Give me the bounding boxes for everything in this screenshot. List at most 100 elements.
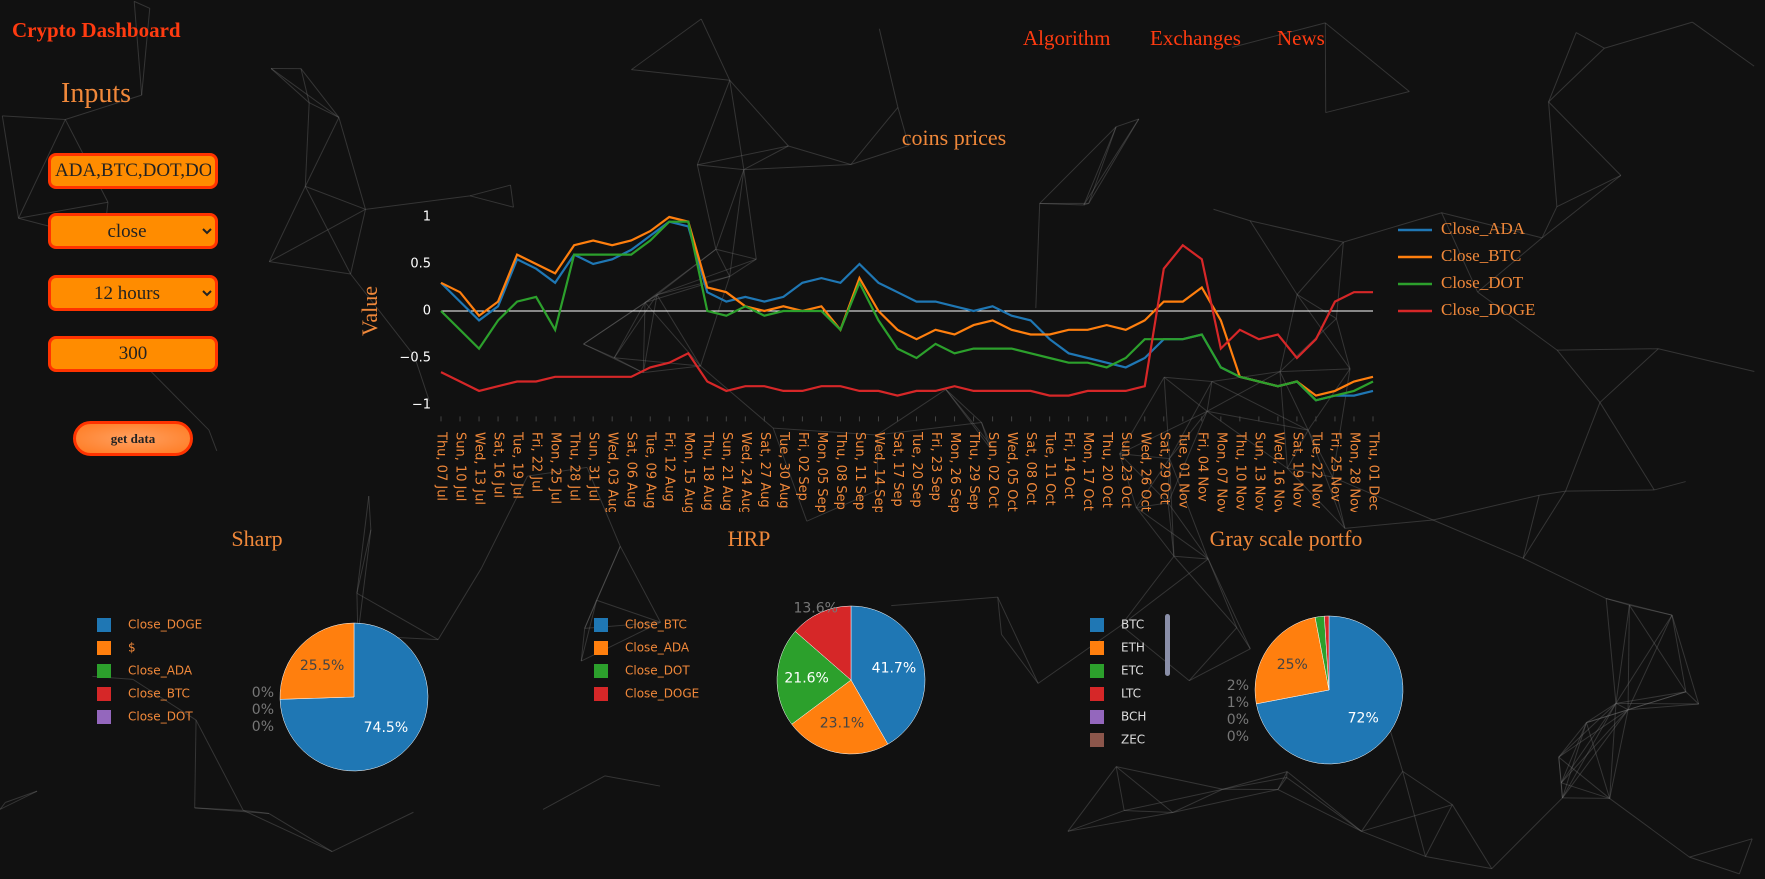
pie-slice bbox=[1256, 615, 1404, 765]
network-line bbox=[1207, 410, 1309, 431]
network-line bbox=[1335, 318, 1351, 369]
network-line bbox=[350, 273, 415, 357]
pie-slice bbox=[1324, 615, 1330, 691]
network-line bbox=[1689, 856, 1740, 875]
network-line bbox=[989, 445, 992, 448]
network-line bbox=[1067, 810, 1125, 832]
network-line bbox=[1169, 458, 1209, 560]
network-line bbox=[194, 807, 270, 815]
legend-label: Close_DOT bbox=[625, 664, 690, 678]
nav-link[interactable]: News bbox=[1277, 26, 1325, 50]
price-select[interactable]: close bbox=[48, 213, 218, 249]
network-line bbox=[1627, 614, 1673, 710]
x-tick-label: Wed, 16 Nov bbox=[1270, 432, 1285, 515]
series-line bbox=[440, 220, 1374, 402]
network-line bbox=[1307, 429, 1334, 478]
x-tick-label: Mon, 05 Sep bbox=[814, 432, 829, 513]
network-line bbox=[696, 80, 731, 166]
chart-title: HRP bbox=[728, 526, 771, 551]
network-line bbox=[729, 169, 745, 277]
slice-label: 23.1% bbox=[820, 715, 864, 731]
network-line bbox=[1615, 702, 1629, 711]
x-tick-label: Tue, 22 Nov bbox=[1308, 431, 1323, 509]
network-line bbox=[1119, 453, 1170, 460]
network-line bbox=[1477, 237, 1543, 293]
interval-select[interactable]: 12 hours bbox=[48, 275, 218, 311]
network-line bbox=[1307, 368, 1351, 431]
network-line bbox=[1088, 118, 1140, 204]
network-line bbox=[1279, 368, 1351, 373]
network-line bbox=[1286, 467, 1346, 529]
network-line bbox=[1124, 788, 1224, 812]
limit-input[interactable] bbox=[48, 336, 218, 372]
network-line bbox=[1332, 477, 1346, 529]
network-line bbox=[1163, 377, 1171, 459]
slice-label: 0% bbox=[1227, 729, 1249, 745]
slice-label: 2% bbox=[1227, 678, 1249, 694]
slice-label: 13.6% bbox=[793, 601, 837, 617]
coins-input[interactable] bbox=[48, 153, 218, 189]
network-line bbox=[1425, 855, 1492, 870]
nav-link[interactable]: Algorithm bbox=[1023, 26, 1111, 50]
network-line bbox=[1556, 174, 1622, 208]
network-line bbox=[1332, 476, 1434, 521]
slice-label: 21.6% bbox=[784, 670, 828, 686]
network-line bbox=[1001, 634, 1039, 684]
network-line bbox=[1671, 615, 1687, 692]
network-line bbox=[18, 201, 109, 219]
legend-swatch bbox=[1090, 710, 1104, 724]
network-line bbox=[1207, 558, 1251, 649]
pie-slice bbox=[794, 605, 852, 681]
network-line bbox=[1115, 766, 1174, 813]
network-line bbox=[613, 302, 646, 358]
x-tick-label: Sat, 17 Sep bbox=[890, 432, 905, 507]
network-line bbox=[696, 164, 717, 250]
legend-swatch bbox=[97, 710, 111, 724]
network-line bbox=[1585, 722, 1611, 799]
x-tick-label: Thu, 29 Sep bbox=[966, 431, 981, 510]
network-line bbox=[1207, 558, 1238, 628]
network-line bbox=[1279, 371, 1309, 431]
pie-slice bbox=[850, 605, 926, 745]
network-line bbox=[1167, 502, 1209, 560]
network-line bbox=[1249, 220, 1344, 243]
network-line bbox=[0, 802, 6, 810]
network-line bbox=[413, 355, 430, 402]
network-line bbox=[194, 807, 244, 811]
legend-label: BTC bbox=[1121, 618, 1144, 632]
get-data-button[interactable]: get data bbox=[73, 421, 193, 456]
network-line bbox=[1124, 810, 1173, 814]
network-line bbox=[1558, 702, 1617, 758]
network-line bbox=[1083, 126, 1117, 206]
network-line bbox=[1287, 467, 1333, 478]
network-line bbox=[1522, 495, 1540, 559]
legend-label: Close_DOGE bbox=[625, 687, 699, 701]
network-line bbox=[1222, 776, 1287, 790]
network-line bbox=[850, 145, 909, 165]
x-tick-label: Fri, 23 Sep bbox=[928, 432, 943, 501]
network-line bbox=[1628, 604, 1687, 693]
network-line bbox=[1629, 604, 1673, 616]
network-line bbox=[1558, 722, 1587, 758]
legend-label: Close_DOGE bbox=[1441, 300, 1535, 319]
network-line bbox=[788, 145, 851, 165]
y-tick-label: 0 bbox=[423, 304, 431, 319]
network-line bbox=[1286, 777, 1362, 832]
network-line bbox=[1188, 648, 1251, 682]
network-line bbox=[195, 719, 244, 811]
network-line bbox=[877, 421, 982, 436]
legend-label: Close_DOT bbox=[1441, 273, 1524, 292]
network-line bbox=[878, 28, 899, 108]
network-line bbox=[631, 69, 730, 81]
legend-swatch bbox=[1090, 733, 1104, 747]
network-line bbox=[1222, 771, 1288, 790]
network-line bbox=[1120, 624, 1190, 682]
network-line bbox=[656, 248, 717, 296]
network-line bbox=[1541, 175, 1622, 239]
legend-label: Close_DOT bbox=[128, 710, 193, 724]
nav-link[interactable]: Exchanges bbox=[1150, 26, 1241, 50]
network-line bbox=[469, 195, 514, 208]
network-line bbox=[945, 389, 992, 446]
network-line bbox=[1167, 502, 1175, 557]
